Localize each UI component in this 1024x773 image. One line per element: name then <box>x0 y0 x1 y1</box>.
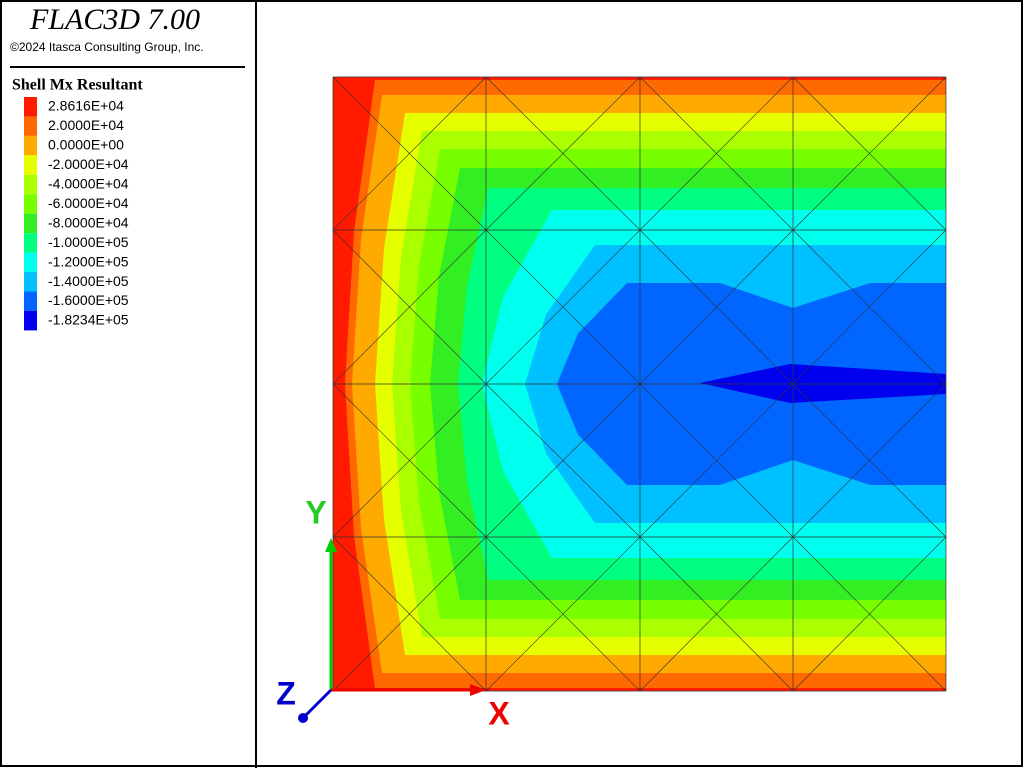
legend-swatch <box>24 291 37 311</box>
legend-swatch <box>24 310 37 331</box>
legend-swatch <box>24 272 37 292</box>
legend-swatch <box>24 233 37 253</box>
mesh-diagonal <box>792 383 947 538</box>
legend-swatch <box>24 97 37 117</box>
legend-swatch <box>24 135 37 156</box>
z-axis-label: Z <box>276 675 296 711</box>
mesh-diagonal <box>332 229 487 385</box>
mesh-diagonal <box>792 76 947 231</box>
legend-label: -4.0000E+04 <box>48 176 129 192</box>
mesh-diagonal <box>485 76 641 231</box>
mesh-diagonal <box>332 383 487 538</box>
z-axis-dot <box>298 713 308 723</box>
x-axis-label: X <box>488 695 510 731</box>
legend-swatch <box>24 155 37 175</box>
mesh-diagonal <box>792 229 947 385</box>
legend-label: -8.0000E+04 <box>48 214 129 230</box>
axis-triad: Y X Z <box>276 494 510 731</box>
legend-label: -6.0000E+04 <box>48 195 129 211</box>
mesh-diagonal <box>639 536 794 692</box>
legend-label: -1.2000E+05 <box>48 253 129 269</box>
mesh-diagonal <box>485 229 641 385</box>
legend-swatch <box>24 194 37 214</box>
mesh-diagonal <box>639 383 794 538</box>
legend-label: -1.8234E+05 <box>48 312 129 328</box>
legend-label: 2.0000E+04 <box>48 117 124 133</box>
legend-label: 2.8616E+04 <box>48 98 124 114</box>
z-axis-line <box>302 688 333 719</box>
legend: 2.8616E+04 2.0000E+04 0.0000E+00 -2.0000E+0… <box>24 97 129 331</box>
contour-band <box>700 364 946 403</box>
legend-label: -2.0000E+04 <box>48 156 129 172</box>
legend-label: -1.0000E+05 <box>48 234 129 250</box>
legend-swatch <box>24 213 37 234</box>
legend-swatch <box>24 116 37 136</box>
title: FLAC3D 7.00 <box>29 3 200 36</box>
mesh-diagonal <box>485 536 641 692</box>
legend-label: -1.6000E+05 <box>48 292 129 308</box>
mesh-diagonal <box>485 383 641 538</box>
y-axis-label: Y <box>305 494 326 530</box>
legend-label: -1.4000E+05 <box>48 273 129 289</box>
mesh-diagonal <box>639 76 794 231</box>
legend-title: Shell Mx Resultant <box>12 77 143 94</box>
legend-label: 0.0000E+00 <box>48 137 124 153</box>
mesh-diagonal <box>332 76 487 231</box>
x-arrow-head <box>470 684 486 696</box>
copyright: ©2024 Itasca Consulting Group, Inc. <box>10 40 204 54</box>
legend-swatch <box>24 174 37 195</box>
mesh-diagonal <box>332 536 487 692</box>
mesh-diagonal <box>792 536 947 692</box>
mesh-diagonal <box>639 229 794 385</box>
y-arrow-head <box>325 538 337 552</box>
legend-swatch <box>24 252 37 273</box>
